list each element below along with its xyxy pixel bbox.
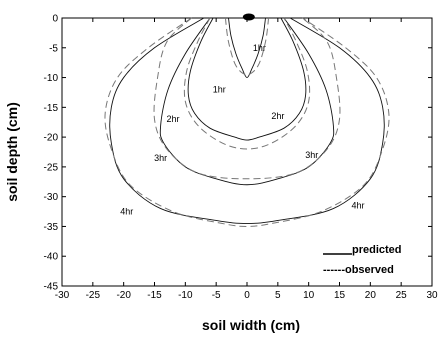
observed-contour-2hr: [183, 17, 311, 150]
x-tick-label: -20: [116, 290, 131, 301]
predicted-contour-1hr: [228, 17, 266, 79]
observed-contour-4hr: [104, 17, 390, 227]
x-tick-label: -25: [86, 290, 101, 301]
x-tick-label: -10: [178, 290, 193, 301]
y-tick-label: -40: [44, 252, 59, 263]
x-tick-label: 30: [426, 290, 438, 301]
contour-label: 4hr: [120, 207, 133, 217]
observed-contour-3hr: [153, 17, 341, 180]
observed-contour-1hr: [224, 17, 270, 76]
predicted-contour-4hr: [109, 17, 385, 224]
x-tick-label: 25: [396, 290, 408, 301]
x-tick-label: 20: [365, 290, 377, 301]
contour-label: 3hr: [154, 153, 167, 163]
x-tick-label: -5: [212, 290, 221, 301]
y-tick-label: -20: [44, 133, 59, 144]
y-tick-label: -25: [44, 162, 59, 173]
contour-label: 2hr: [166, 114, 179, 124]
y-tick-label: 0: [52, 14, 58, 25]
x-tick-label: -15: [147, 290, 162, 301]
y-tick-label: -30: [44, 192, 59, 203]
contour-label: 1hr: [253, 43, 266, 53]
emitter-source-marker: [242, 13, 255, 21]
predicted-contour-2hr: [187, 17, 307, 141]
x-tick-label: 0: [244, 290, 250, 301]
x-tick-label: 5: [275, 290, 281, 301]
legend-observed-label: ------observed: [323, 264, 394, 276]
x-axis-label: soil width (cm): [202, 317, 300, 333]
y-axis-label: soil depth (cm): [4, 102, 20, 202]
contour-label: 1hr: [213, 84, 226, 94]
contour-label: 2hr: [271, 111, 284, 121]
predicted-contour-3hr: [159, 17, 335, 186]
x-tick-label: -30: [55, 290, 70, 301]
legend-predicted-label: predicted: [352, 244, 402, 256]
y-tick-label: -5: [49, 43, 58, 54]
contour-label: 4hr: [351, 201, 364, 211]
x-tick-label: 10: [303, 290, 315, 301]
x-tick-label: 15: [334, 290, 346, 301]
y-tick-label: -15: [44, 103, 59, 114]
y-tick-label: -35: [44, 222, 59, 233]
contour-label: 3hr: [305, 150, 318, 160]
y-tick-label: -10: [44, 73, 59, 84]
y-tick-label: -45: [44, 282, 59, 293]
